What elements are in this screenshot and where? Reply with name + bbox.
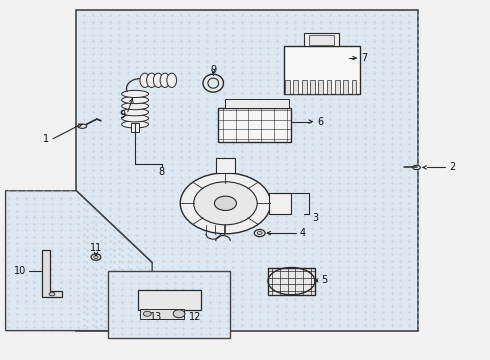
Ellipse shape bbox=[203, 74, 223, 92]
Bar bbox=[310, 80, 315, 94]
Bar bbox=[302, 80, 307, 94]
Bar bbox=[335, 80, 340, 94]
Text: 3: 3 bbox=[313, 213, 319, 222]
Text: 13: 13 bbox=[150, 312, 162, 322]
Ellipse shape bbox=[122, 109, 148, 116]
Bar bbox=[268, 267, 315, 295]
Bar bbox=[76, 10, 418, 330]
Ellipse shape bbox=[254, 229, 265, 237]
Bar bbox=[140, 309, 184, 319]
Bar bbox=[270, 193, 292, 214]
Bar bbox=[285, 80, 290, 94]
Ellipse shape bbox=[94, 256, 98, 258]
Text: 2: 2 bbox=[449, 162, 455, 172]
Ellipse shape bbox=[140, 73, 150, 87]
Ellipse shape bbox=[208, 78, 219, 88]
Bar bbox=[304, 33, 339, 45]
Ellipse shape bbox=[91, 254, 101, 260]
Ellipse shape bbox=[122, 96, 148, 104]
Bar bbox=[343, 80, 348, 94]
Ellipse shape bbox=[180, 173, 270, 234]
Bar bbox=[216, 158, 235, 173]
Text: 7: 7 bbox=[362, 53, 368, 63]
Ellipse shape bbox=[122, 90, 148, 98]
Ellipse shape bbox=[413, 165, 420, 170]
Text: 9: 9 bbox=[120, 110, 126, 120]
Ellipse shape bbox=[153, 73, 163, 87]
Bar bbox=[351, 80, 356, 94]
Text: 11: 11 bbox=[90, 243, 102, 253]
Bar bbox=[318, 80, 323, 94]
Ellipse shape bbox=[144, 311, 151, 316]
Ellipse shape bbox=[122, 115, 148, 122]
Bar bbox=[218, 108, 292, 142]
Bar bbox=[327, 80, 331, 94]
Polygon shape bbox=[42, 250, 62, 297]
Ellipse shape bbox=[160, 73, 170, 87]
Bar bbox=[225, 99, 289, 108]
Ellipse shape bbox=[122, 121, 148, 128]
Ellipse shape bbox=[194, 182, 257, 225]
Text: 9: 9 bbox=[210, 64, 216, 75]
Bar bbox=[131, 123, 139, 132]
Text: 5: 5 bbox=[321, 275, 327, 285]
Ellipse shape bbox=[167, 73, 176, 87]
Text: 1: 1 bbox=[43, 134, 49, 144]
Bar bbox=[294, 80, 298, 94]
Text: 10: 10 bbox=[14, 266, 26, 276]
Ellipse shape bbox=[78, 124, 87, 129]
Ellipse shape bbox=[257, 231, 262, 235]
Text: 12: 12 bbox=[189, 312, 201, 322]
Text: 4: 4 bbox=[299, 228, 306, 238]
Text: 6: 6 bbox=[318, 117, 324, 127]
Text: 8: 8 bbox=[159, 167, 165, 177]
Bar bbox=[309, 35, 334, 45]
Bar bbox=[138, 291, 201, 310]
Ellipse shape bbox=[173, 310, 185, 318]
Ellipse shape bbox=[122, 103, 148, 110]
Ellipse shape bbox=[147, 73, 156, 87]
Bar bbox=[108, 271, 230, 338]
Bar bbox=[284, 45, 360, 94]
Ellipse shape bbox=[215, 196, 237, 211]
Ellipse shape bbox=[49, 292, 55, 296]
Polygon shape bbox=[5, 191, 152, 330]
